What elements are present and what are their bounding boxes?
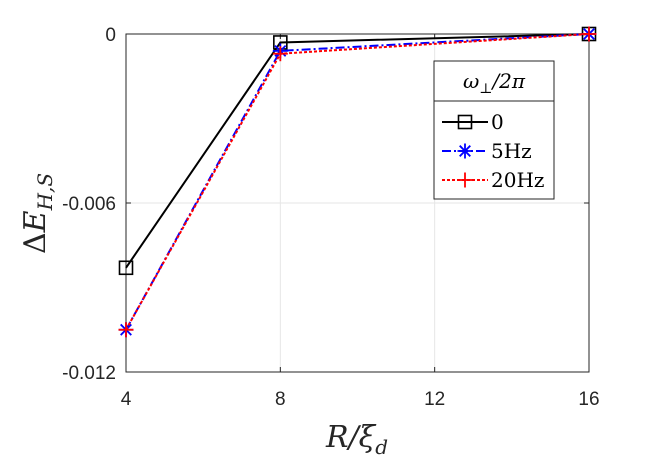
y-tick-label: 0 — [105, 25, 116, 46]
asterisk-stroke — [459, 145, 471, 157]
series-3 — [118, 26, 597, 338]
data-point — [118, 260, 134, 276]
legend-item: 5Hz — [442, 139, 532, 163]
y-tick-label: -0.012 — [62, 363, 116, 384]
y-tick-label: -0.006 — [62, 194, 116, 215]
x-tick-label: 16 — [578, 389, 599, 410]
square-marker-shape — [118, 260, 134, 276]
legend-marker — [457, 114, 473, 130]
legend-title: ω⊥/2π — [463, 69, 526, 97]
legend-label: 0 — [491, 110, 504, 134]
x-tick-label: 4 — [121, 389, 132, 410]
legend-items: 0 5Hz 20Hz — [442, 110, 544, 192]
legend-marker — [457, 143, 473, 159]
x-tick-label: 8 — [275, 389, 286, 410]
data-point — [118, 322, 134, 338]
legend-label: 20Hz — [491, 168, 544, 192]
axis-ticks — [125, 33, 590, 373]
axis-tick-labels: 4 8 12 16 0 -0.006 -0.012 — [62, 25, 599, 410]
data-point — [581, 26, 597, 42]
data-series — [118, 26, 597, 338]
legend-marker — [457, 172, 473, 188]
legend-item: 20Hz — [442, 168, 544, 192]
legend-label: 5Hz — [491, 139, 532, 163]
x-tick-label: 12 — [424, 389, 445, 410]
data-point — [272, 46, 288, 62]
legend: ω⊥/2π 0 5Hz 20Hz — [433, 60, 555, 200]
legend-item: 0 — [442, 110, 504, 134]
series-line — [125, 33, 590, 269]
square-marker-shape — [457, 114, 473, 130]
legend-box — [433, 60, 555, 200]
y-axis-label: ΔEH,S — [18, 173, 57, 254]
